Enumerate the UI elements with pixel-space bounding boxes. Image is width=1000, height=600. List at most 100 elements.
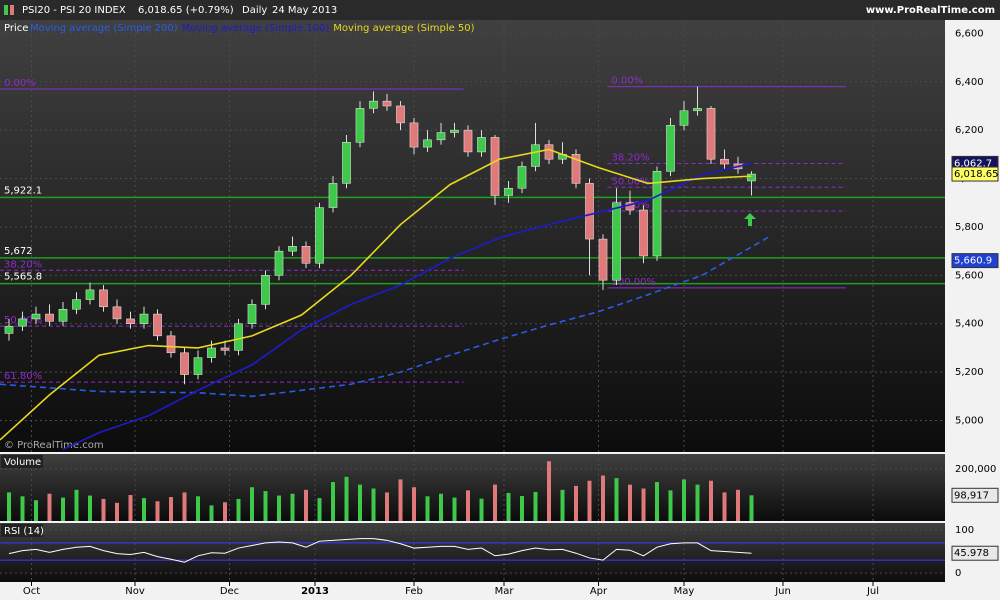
candle-body	[544, 144, 554, 160]
x-tick-label: 2013	[301, 586, 329, 597]
candle-body	[58, 308, 68, 322]
support-level-label: 5,922.1	[4, 185, 42, 196]
candle-body	[274, 250, 284, 276]
volume-bar	[547, 461, 551, 521]
volume-bar	[506, 492, 511, 521]
candle-body	[382, 100, 392, 107]
candle-body	[720, 158, 729, 165]
candle-body	[153, 313, 162, 337]
header-bar	[0, 0, 1000, 20]
candle-body	[342, 142, 351, 184]
value-tag	[951, 166, 999, 182]
volume-bar	[142, 498, 146, 521]
volume-bar	[236, 498, 241, 521]
value-tag-label: 5,660.9	[954, 256, 992, 267]
candle-body	[598, 238, 608, 281]
volume-bar	[695, 484, 700, 521]
volume-bar	[601, 475, 605, 521]
candle-body	[220, 347, 230, 351]
volume-bar	[520, 496, 524, 521]
panel-title-bg	[1, 455, 43, 468]
volume-bar	[74, 489, 79, 521]
volume-bar	[196, 496, 200, 521]
moving-average	[0, 235, 770, 398]
support-level-label: 5,672	[4, 246, 33, 257]
header-icon	[4, 5, 8, 15]
fib-label: 0.00%	[612, 76, 644, 87]
volume-bar	[344, 476, 349, 521]
volume-bar	[452, 497, 457, 521]
candle-body	[45, 313, 54, 322]
candle-body	[315, 207, 324, 264]
value-tag	[951, 545, 999, 561]
candle-body	[477, 137, 486, 153]
panel-title-bg	[1, 524, 43, 537]
candle-body	[328, 183, 338, 208]
volume-bar	[250, 487, 254, 521]
x-tick-label: Mar	[495, 586, 515, 597]
value-tag-label: 98,917	[954, 490, 989, 501]
x-tick-label: Jul	[866, 586, 879, 597]
value-tag	[951, 487, 999, 503]
candle-body	[423, 139, 432, 148]
candle-body	[193, 357, 203, 375]
fib-label: 61.80%	[4, 371, 42, 382]
candle-body	[166, 335, 176, 354]
volume-bar	[7, 492, 11, 521]
x-tick-label: Oct	[23, 586, 40, 597]
y-tick-label: 0	[955, 568, 961, 579]
volume-bar	[709, 480, 713, 521]
header-quote: 6,018.65 (+0.79%)	[138, 5, 234, 16]
candle-body	[612, 202, 621, 281]
fib-label: 0.00%	[4, 78, 36, 89]
candle-body	[666, 125, 675, 172]
candle-body	[585, 183, 594, 240]
volume-bar	[169, 497, 173, 521]
volume-bar	[722, 492, 727, 521]
y-tick-label: 5,400	[955, 319, 984, 330]
fib-label: 50.00%	[612, 176, 650, 187]
fib-label: 38.20%	[4, 259, 42, 270]
volume-bar	[398, 479, 403, 521]
volume-bar	[128, 495, 133, 521]
volume-bar	[317, 498, 322, 521]
volume-bar	[749, 495, 754, 521]
y-tick-label: 5,800	[955, 222, 984, 233]
panel-title: RSI (14)	[4, 526, 44, 537]
header-title: PSI20 - PSI 20 INDEX	[22, 5, 126, 16]
value-tag-label: 45.978	[954, 548, 989, 559]
volume-bar	[155, 501, 160, 521]
candle-body	[85, 289, 95, 300]
candle-body	[99, 289, 108, 308]
volume-bar	[560, 489, 565, 521]
volume-bar	[290, 493, 295, 521]
volume-bar	[371, 488, 376, 521]
candle-body	[517, 166, 527, 189]
moving-average	[62, 162, 752, 451]
candle-body	[112, 306, 122, 320]
candle-body	[436, 132, 446, 141]
candle-body	[531, 144, 540, 167]
candle-body	[504, 187, 513, 196]
candle-body	[679, 110, 689, 126]
legend-entry: Moving average (Simple 50)	[333, 23, 474, 34]
candle-body	[369, 100, 378, 109]
volume-bar	[34, 500, 38, 521]
volume-bar	[466, 490, 470, 521]
candle-body	[706, 108, 716, 160]
moving-average	[0, 148, 752, 441]
volume-bar	[479, 498, 484, 521]
candle-body	[207, 347, 216, 358]
fib-label: 38.20%	[612, 153, 650, 164]
header-site: www.ProRealTime.com	[866, 5, 995, 16]
volume-bar	[668, 490, 673, 521]
volume-bar	[304, 489, 308, 521]
volume-bar	[277, 495, 281, 521]
candle-body	[288, 246, 297, 252]
volume-bar	[263, 491, 268, 521]
arrow-icon	[744, 213, 756, 226]
support-level-label: 5,565.8	[4, 272, 42, 283]
candle-body	[409, 122, 419, 148]
candle-body	[180, 352, 189, 375]
